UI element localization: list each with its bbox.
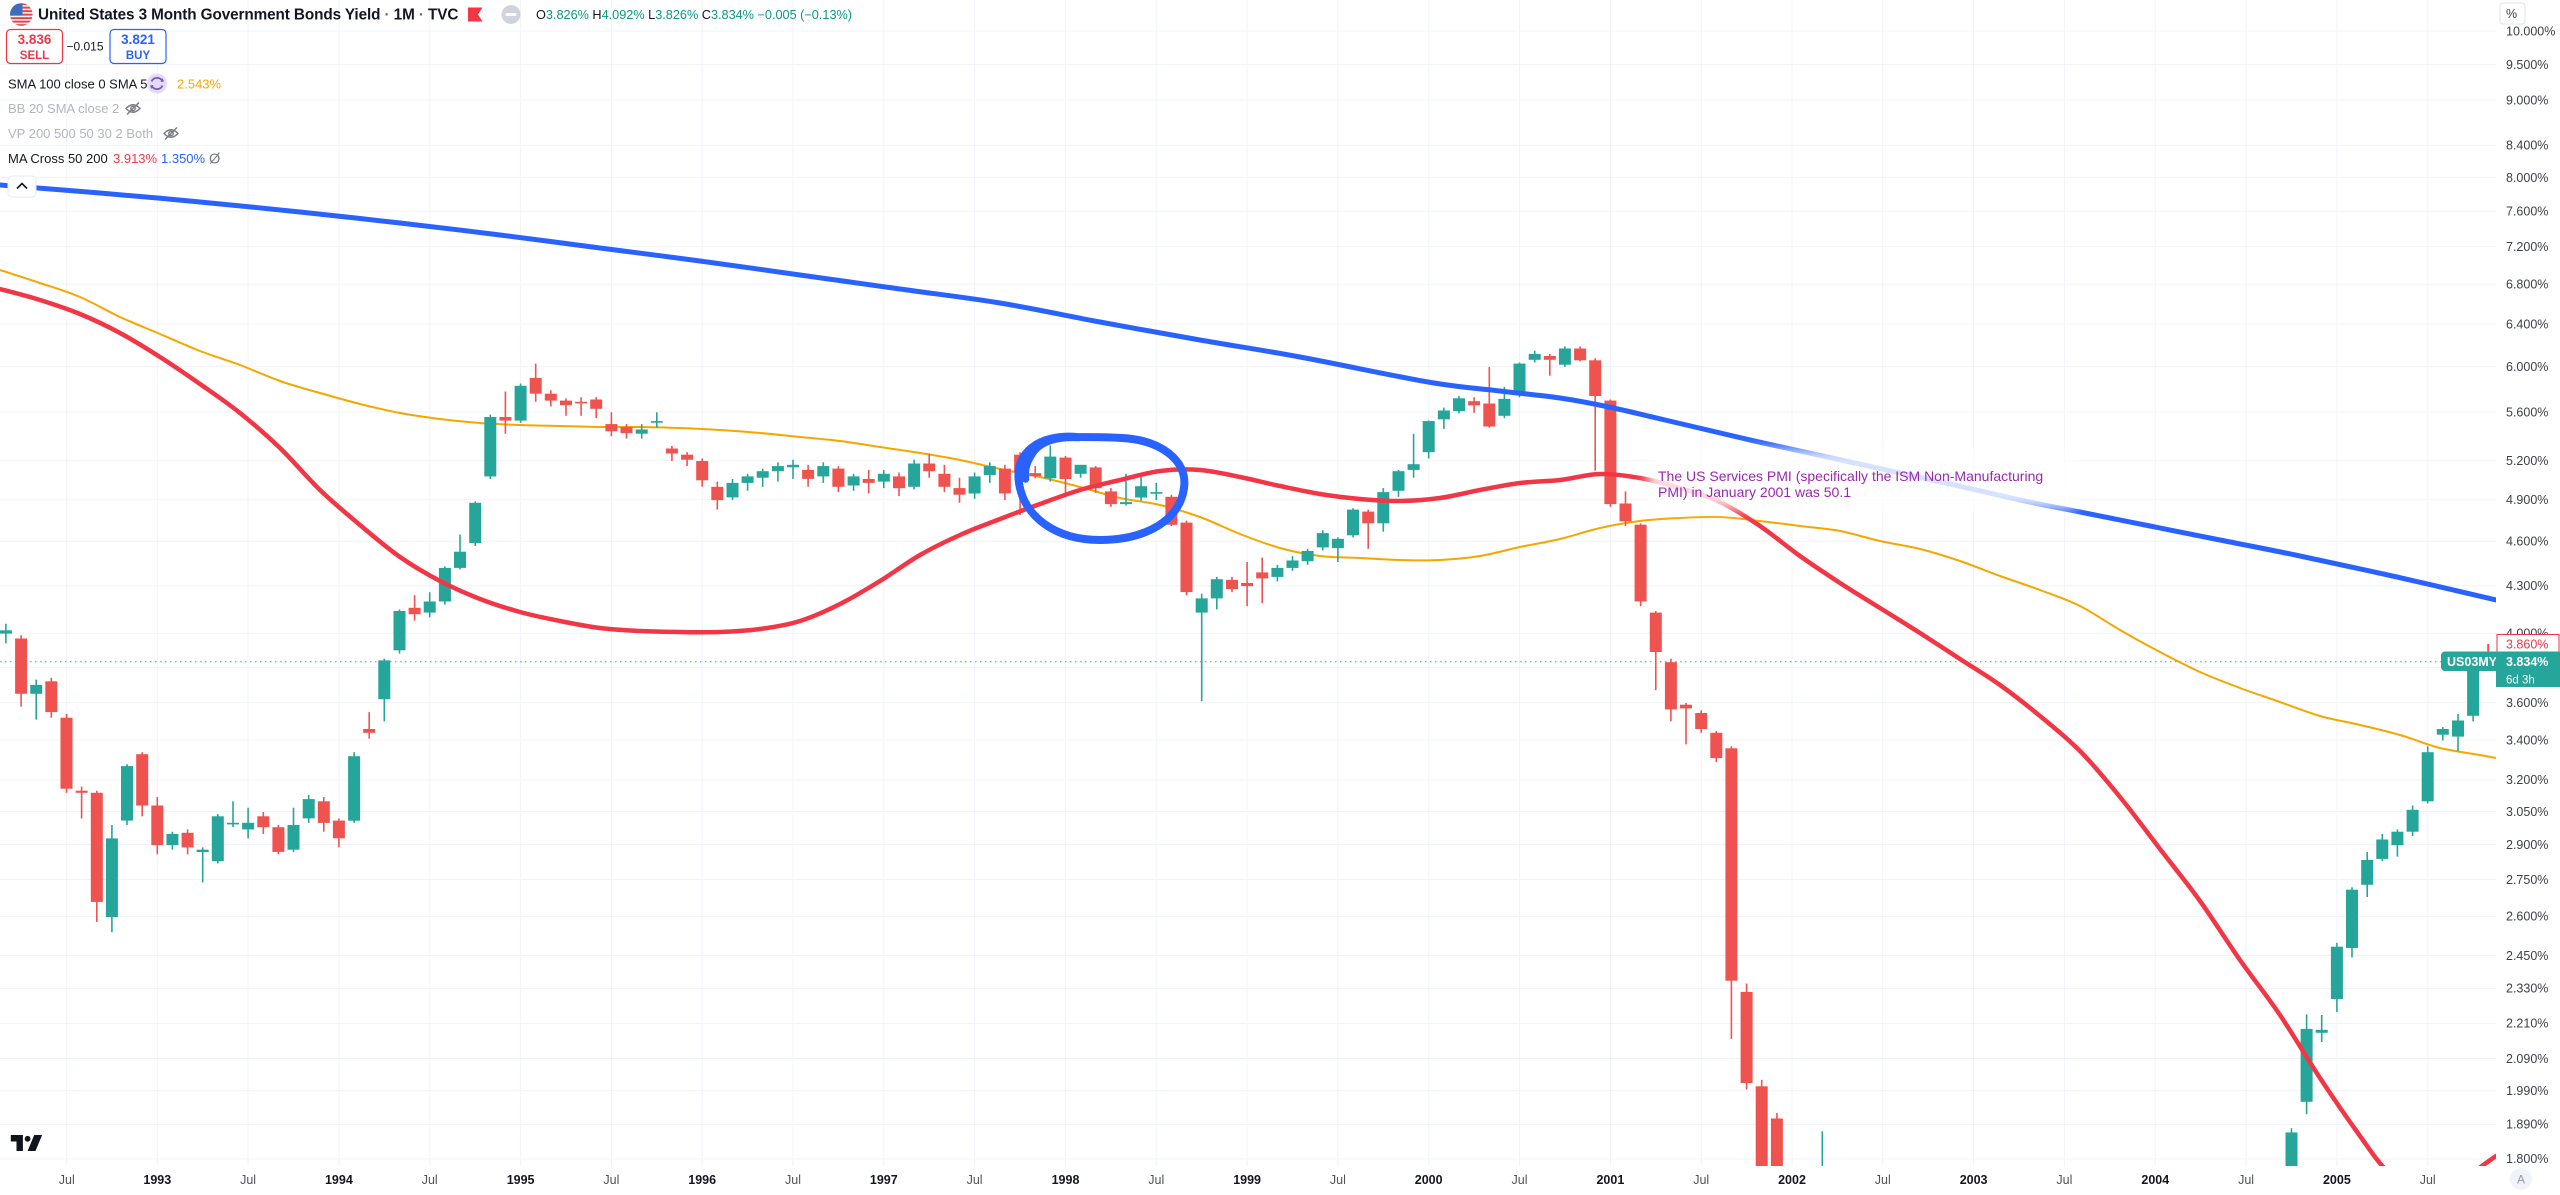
svg-text:SELL: SELL — [20, 50, 49, 62]
svg-text:6d 3h: 6d 3h — [2506, 675, 2535, 687]
svg-text:1.990%: 1.990% — [2506, 1084, 2548, 1098]
svg-text:2.450%: 2.450% — [2506, 949, 2548, 963]
svg-text:United States 3 Month Governme: United States 3 Month Government Bonds Y… — [38, 7, 458, 24]
svg-text:US03MY: US03MY — [2447, 655, 2498, 669]
svg-text:2002: 2002 — [1778, 1173, 1806, 1187]
svg-text:VP 200 500 50 30 2 Both: VP 200 500 50 30 2 Both — [8, 126, 153, 141]
svg-text:5.200%: 5.200% — [2506, 454, 2548, 468]
svg-text:Jul: Jul — [967, 1173, 983, 1187]
svg-text:The US Services PMI (specifica: The US Services PMI (specifically the IS… — [1658, 468, 2043, 484]
svg-text:BB 20 SMA close 2: BB 20 SMA close 2 — [8, 101, 119, 116]
svg-text:1995: 1995 — [507, 1173, 535, 1187]
svg-text:4.300%: 4.300% — [2506, 579, 2548, 593]
svg-text:1999: 1999 — [1233, 1173, 1261, 1187]
svg-text:8.400%: 8.400% — [2506, 139, 2548, 153]
svg-text:5.600%: 5.600% — [2506, 405, 2548, 419]
svg-text:2.330%: 2.330% — [2506, 982, 2548, 996]
svg-text:2000: 2000 — [1415, 1173, 1443, 1187]
svg-text:9.500%: 9.500% — [2506, 58, 2548, 72]
svg-text:3.836: 3.836 — [18, 32, 52, 47]
svg-text:1.800%: 1.800% — [2506, 1152, 2548, 1166]
svg-text:3.200%: 3.200% — [2506, 773, 2548, 787]
svg-text:−0.015: −0.015 — [66, 40, 103, 54]
svg-text:6.400%: 6.400% — [2506, 317, 2548, 331]
svg-text:Jul: Jul — [1512, 1173, 1528, 1187]
svg-text:3.821: 3.821 — [121, 32, 155, 47]
svg-text:3.050%: 3.050% — [2506, 805, 2548, 819]
svg-text:Jul: Jul — [1693, 1173, 1709, 1187]
svg-text:MA Cross 50 200: MA Cross 50 200 — [8, 151, 108, 166]
svg-text:1994: 1994 — [325, 1173, 353, 1187]
svg-text:Jul: Jul — [1148, 1173, 1164, 1187]
svg-text:Jul: Jul — [2238, 1173, 2254, 1187]
svg-text:2003: 2003 — [1960, 1173, 1988, 1187]
svg-text:3.913%: 3.913% — [113, 151, 158, 166]
svg-text:1.890%: 1.890% — [2506, 1118, 2548, 1132]
svg-text:2.750%: 2.750% — [2506, 873, 2548, 887]
svg-text:2.210%: 2.210% — [2506, 1017, 2548, 1031]
svg-text:7.200%: 7.200% — [2506, 240, 2548, 254]
svg-text:9.000%: 9.000% — [2506, 93, 2548, 107]
svg-text:2.900%: 2.900% — [2506, 838, 2548, 852]
svg-text:2.090%: 2.090% — [2506, 1052, 2548, 1066]
svg-text:3.834%: 3.834% — [2506, 655, 2548, 669]
svg-text:Jul: Jul — [422, 1173, 438, 1187]
svg-text:Jul: Jul — [1330, 1173, 1346, 1187]
svg-text:2001: 2001 — [1596, 1173, 1624, 1187]
svg-text:2005: 2005 — [2323, 1173, 2351, 1187]
svg-text:%: % — [2506, 7, 2517, 21]
svg-text:A: A — [2517, 1173, 2525, 1187]
svg-text:7.600%: 7.600% — [2506, 205, 2548, 219]
svg-text:6.000%: 6.000% — [2506, 360, 2548, 374]
svg-text:4.900%: 4.900% — [2506, 493, 2548, 507]
svg-text:1.350%: 1.350% — [161, 151, 206, 166]
svg-text:Jul: Jul — [1875, 1173, 1891, 1187]
svg-text:Ø: Ø — [209, 152, 220, 168]
svg-text:Jul: Jul — [603, 1173, 619, 1187]
svg-text:BUY: BUY — [126, 50, 151, 62]
svg-text:8.000%: 8.000% — [2506, 171, 2548, 185]
svg-text:2.600%: 2.600% — [2506, 910, 2548, 924]
svg-text:O3.826% H4.092% L3.826% C3.834: O3.826% H4.092% L3.826% C3.834% −0.005 (… — [536, 8, 852, 22]
svg-text:1997: 1997 — [870, 1173, 898, 1187]
svg-text:1998: 1998 — [1052, 1173, 1080, 1187]
svg-text:Jul: Jul — [785, 1173, 801, 1187]
svg-text:Jul: Jul — [2056, 1173, 2072, 1187]
svg-text:1996: 1996 — [688, 1173, 716, 1187]
svg-text:1993: 1993 — [143, 1173, 171, 1187]
svg-text:3.860%: 3.860% — [2506, 638, 2548, 652]
svg-text:Jul: Jul — [2420, 1173, 2436, 1187]
svg-text:4.600%: 4.600% — [2506, 535, 2548, 549]
svg-text:10.000%: 10.000% — [2506, 24, 2555, 38]
svg-text:Jul: Jul — [240, 1173, 256, 1187]
svg-text:2.543%: 2.543% — [177, 77, 222, 92]
svg-text:Jul: Jul — [59, 1173, 75, 1187]
svg-text:PMI) in January 2001 was 50.1: PMI) in January 2001 was 50.1 — [1658, 484, 1851, 500]
svg-text:6.800%: 6.800% — [2506, 278, 2548, 292]
svg-text:SMA 100 close 0 SMA 5: SMA 100 close 0 SMA 5 — [8, 77, 147, 92]
svg-text:2004: 2004 — [2141, 1173, 2169, 1187]
svg-text:3.400%: 3.400% — [2506, 733, 2548, 747]
svg-text:3.600%: 3.600% — [2506, 696, 2548, 710]
